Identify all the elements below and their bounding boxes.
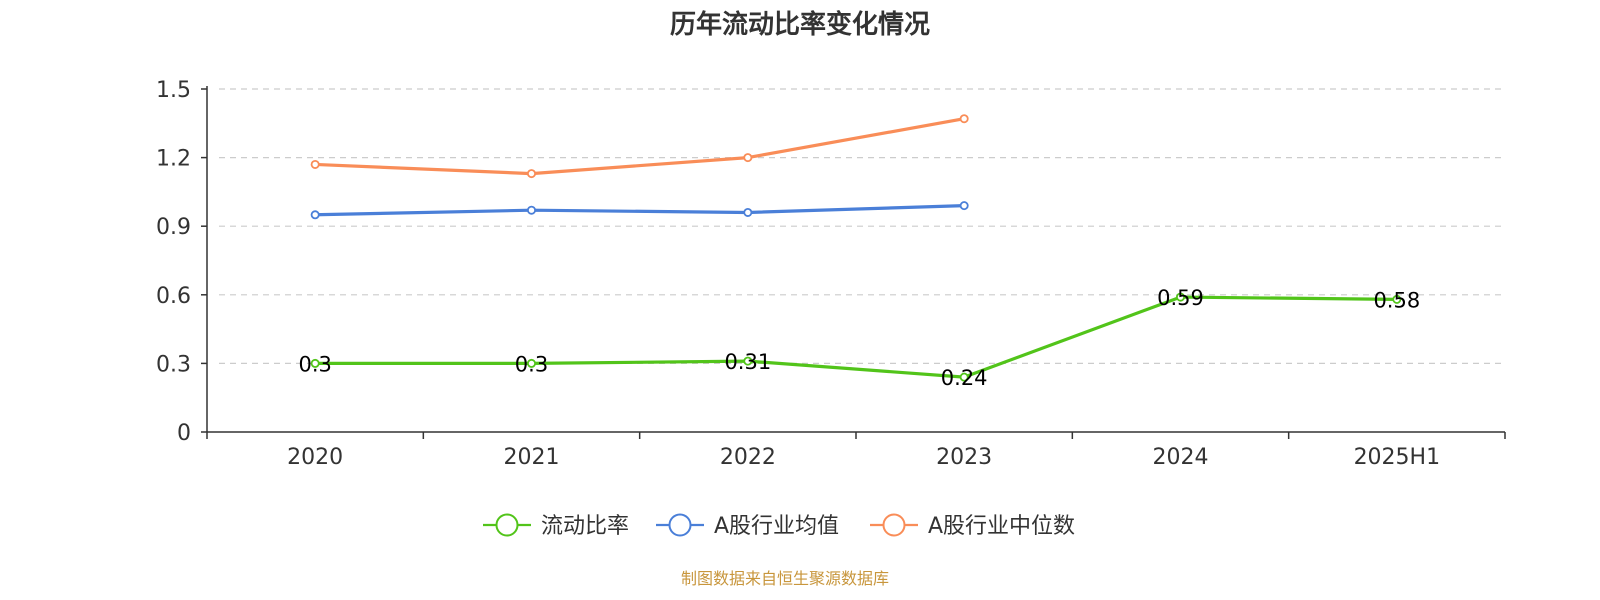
- y-tick-label: 1.2: [156, 147, 191, 172]
- data-point: [743, 356, 753, 366]
- grid-layer: [219, 88, 1501, 364]
- legend-marker: [495, 513, 519, 537]
- data-point: [1392, 294, 1402, 304]
- data-point: [527, 358, 537, 368]
- data-point: [310, 159, 320, 169]
- y-tick-label: 1.5: [156, 78, 191, 103]
- x-tick-label: 2020: [287, 445, 343, 470]
- legend-label: 流动比率: [541, 514, 629, 539]
- data-label: 0.3: [298, 352, 331, 376]
- data-point: [310, 210, 320, 220]
- data-point: [310, 358, 320, 368]
- data-label: 0.59: [1157, 286, 1204, 310]
- y-tick-label: 0: [177, 421, 191, 446]
- y-tick-label: 0.9: [156, 215, 191, 240]
- data-label-layer: 0.3 0.3 0.31 0.24 0.59 0.58: [298, 286, 1420, 390]
- data-label: 0.24: [941, 366, 988, 390]
- data-point: [959, 201, 969, 211]
- x-tick-label: 2022: [720, 445, 776, 470]
- data-label: 0.3: [515, 352, 548, 376]
- data-label: 0.31: [724, 350, 771, 374]
- legend-label: A股行业中位数: [928, 514, 1075, 539]
- data-point: [959, 372, 969, 382]
- data-point: [527, 169, 537, 179]
- source-note: 制图数据来自恒生聚源数据库: [681, 569, 889, 588]
- x-tick-label: 2025H1: [1354, 445, 1441, 470]
- axis-layer: 0 0.3 0.6 0.9 1.2 1.5 2020 2021 2022 2023 2024 2025…: [156, 78, 1506, 470]
- legend-label: A股行业均值: [714, 514, 839, 539]
- series-line: [313, 204, 966, 217]
- series-line: [313, 295, 1399, 379]
- legend-marker: [668, 513, 692, 537]
- y-tick-label: 0.3: [156, 352, 191, 377]
- legend: 流动比率 A股行业均值 A股行业中位数: [483, 513, 1075, 539]
- legend-marker: [882, 513, 906, 537]
- x-tick-label: 2024: [1153, 445, 1209, 470]
- x-tick-label: 2023: [936, 445, 992, 470]
- data-point: [743, 207, 753, 217]
- data-point: [527, 205, 537, 215]
- data-point: [959, 114, 969, 124]
- series-layer: [310, 114, 1402, 382]
- data-point: [1176, 292, 1186, 302]
- y-tick-label: 0.6: [156, 284, 191, 309]
- series-line: [313, 117, 966, 176]
- x-tick-label: 2021: [504, 445, 560, 470]
- data-label: 0.58: [1373, 288, 1420, 312]
- chart-title: 历年流动比率变化情况: [670, 9, 930, 40]
- data-point: [743, 153, 753, 163]
